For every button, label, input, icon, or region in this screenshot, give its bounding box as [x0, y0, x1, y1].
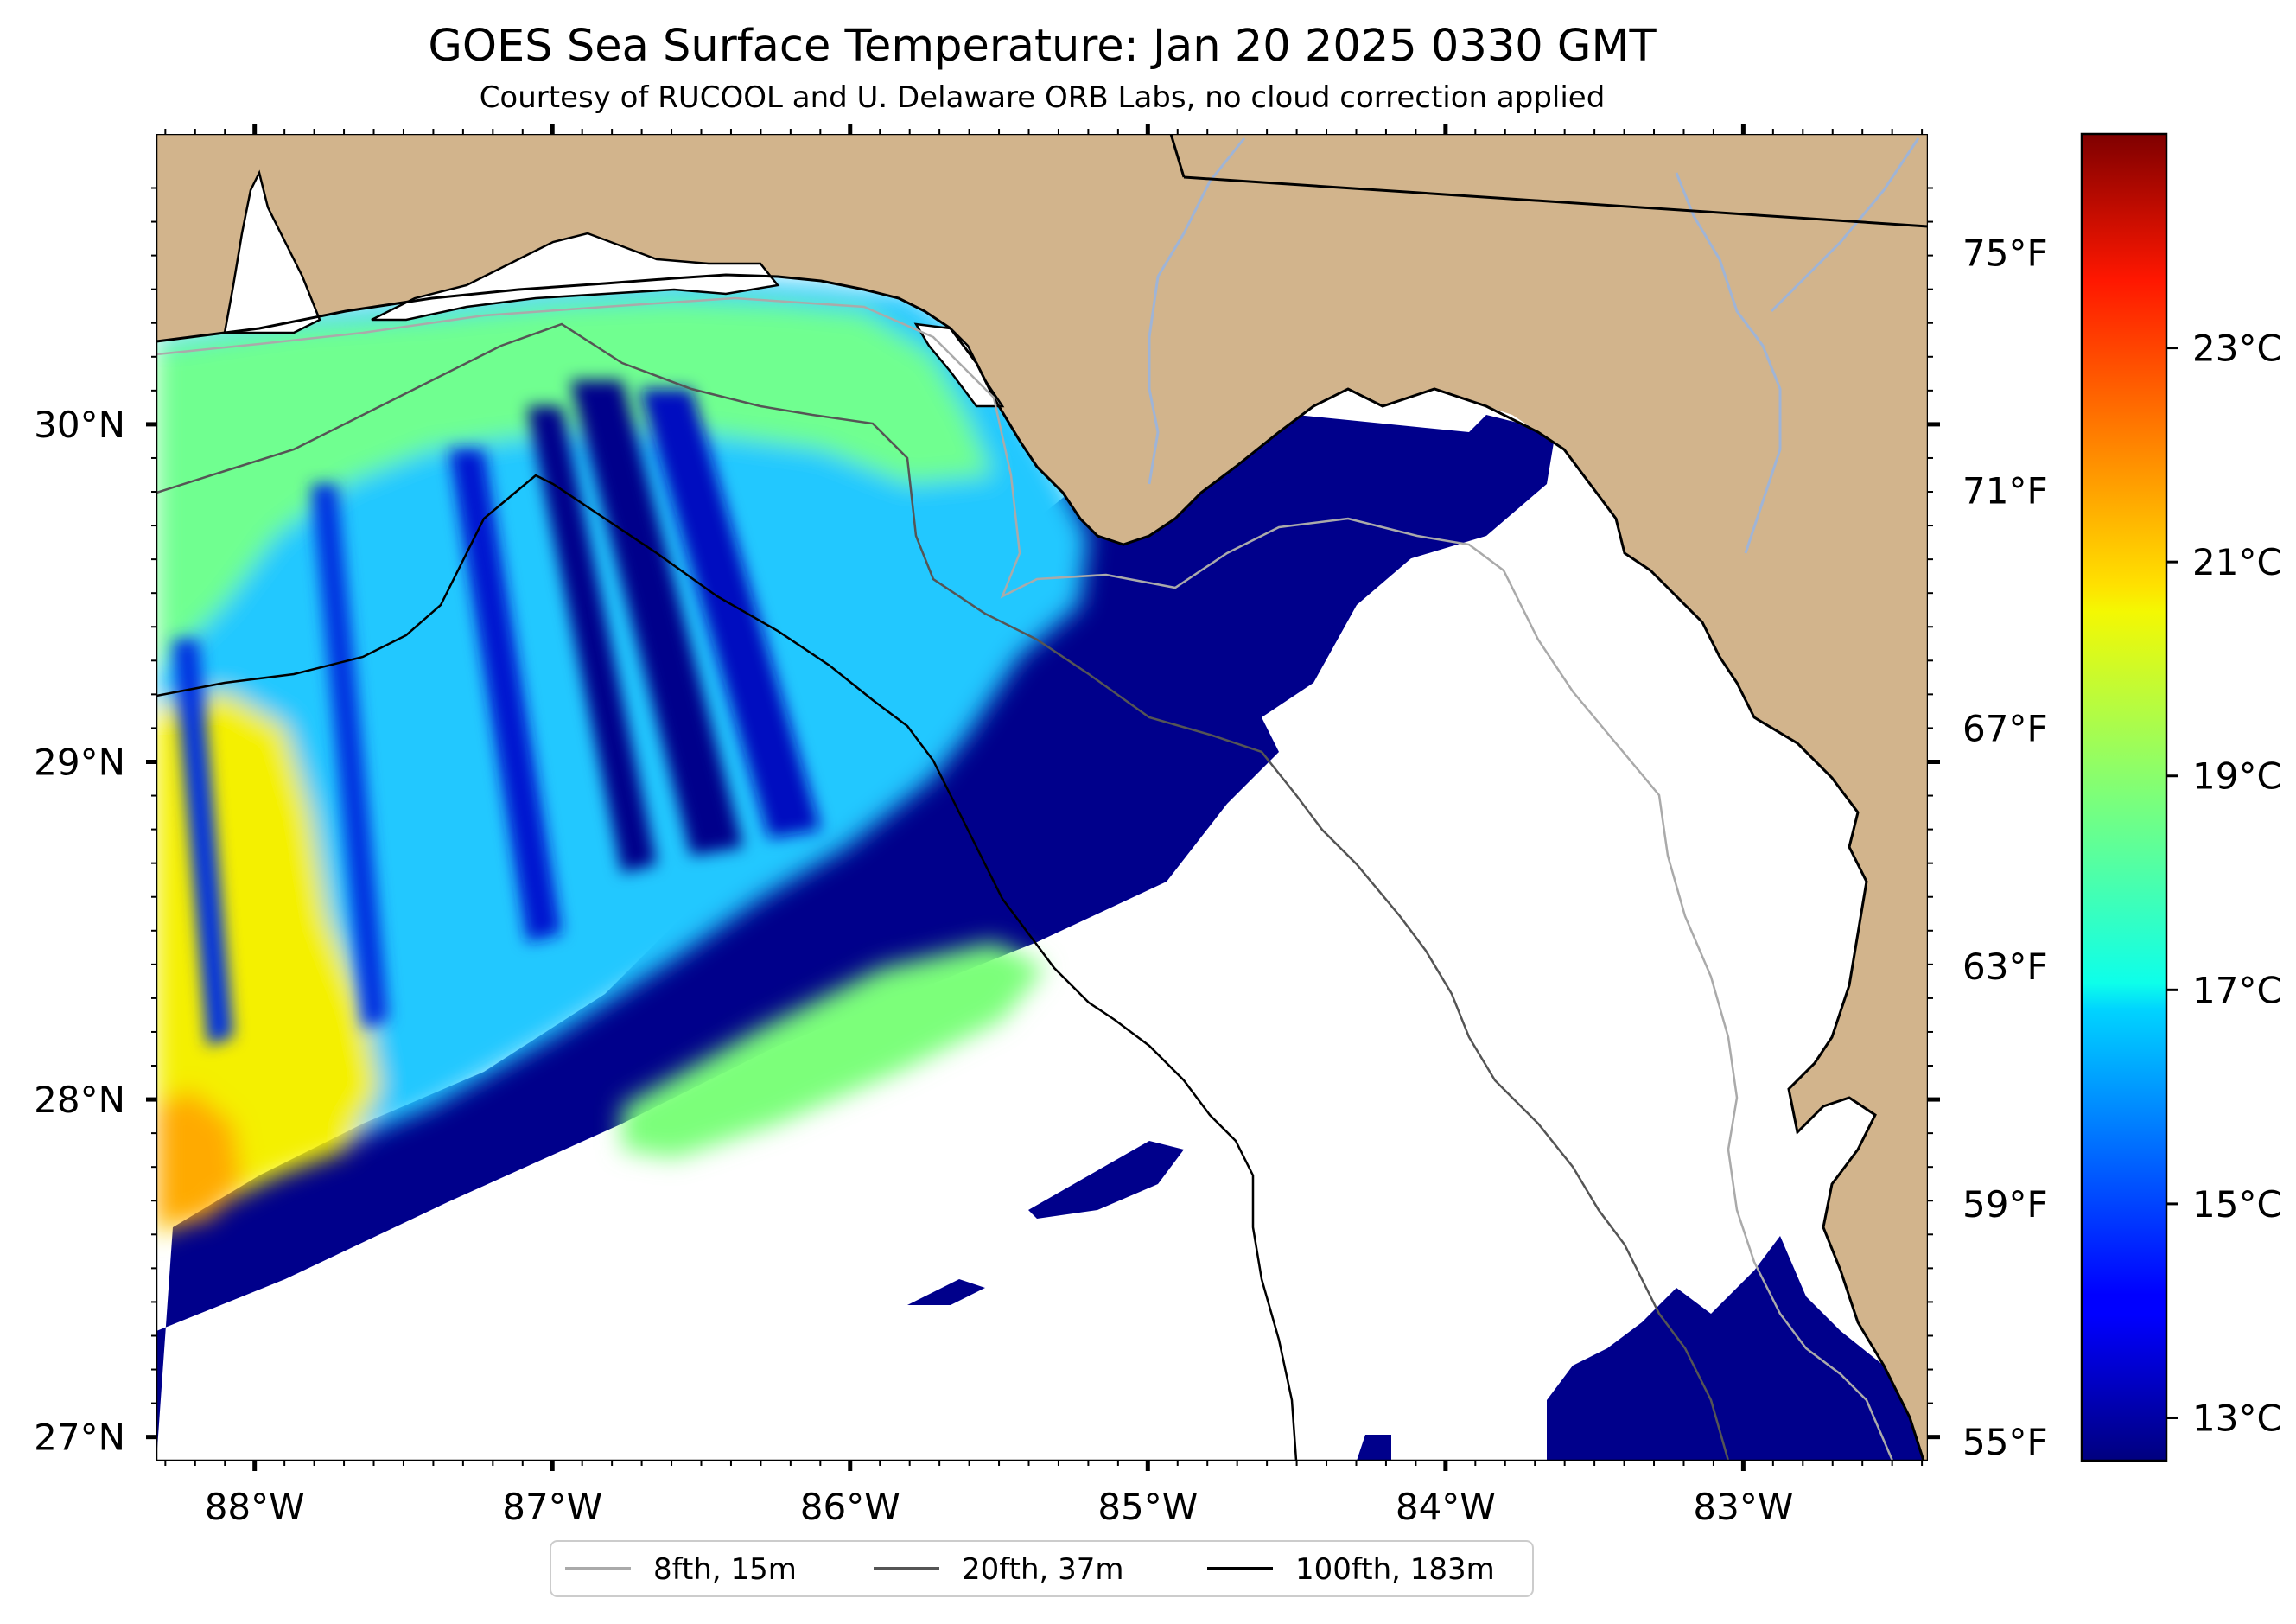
fahrenheit-tick-label: 55°F: [1962, 1421, 2048, 1463]
x-tick-label: 87°W: [502, 1486, 602, 1528]
colorbar-tick-label: 15°C: [2192, 1183, 2282, 1226]
isobath-100fth: [156, 474, 1298, 1461]
x-tick-label: 88°W: [205, 1486, 305, 1528]
sst-shelf-green: [156, 298, 994, 674]
sst-band-cold-4: [449, 449, 562, 942]
river-3: [1770, 137, 1920, 313]
legend-box: [550, 1540, 1534, 1597]
sst-band-cold-6: [173, 640, 233, 1046]
sst-cold-southeast: [1547, 1236, 1928, 1461]
colorbar-tick-label: 17°C: [2192, 969, 2282, 1011]
sst-cold-patch: [1028, 1141, 1184, 1219]
isobath-20fth: [156, 322, 1730, 1461]
x-tick-label: 84°W: [1396, 1486, 1496, 1528]
colorbar-tick-label: 13°C: [2192, 1397, 2282, 1439]
sst-band-cold-1: [527, 406, 657, 873]
legend-label: 100fth, 183m: [1295, 1552, 1495, 1587]
colorbar-ticks: 13°C 15°C 17°C 19°C 21°C 23°C: [2166, 328, 2282, 1439]
land-area: [156, 134, 1928, 1461]
y-tick-label: 30°N: [34, 404, 125, 446]
sst-cold-patch-3: [1357, 1435, 1391, 1461]
sst-shelf-orange: [156, 1089, 242, 1227]
x-tick-label: 86°W: [800, 1486, 900, 1528]
sst-plume-green: [622, 942, 1046, 1158]
inlet-water-1: [371, 232, 780, 322]
mobile-bay: [223, 169, 321, 334]
fahrenheit-tick-label: 59°F: [1962, 1183, 2048, 1226]
legend-label: 8fth, 15m: [653, 1552, 797, 1587]
fahrenheit-tick-label: 71°F: [1962, 470, 2048, 513]
state-border-al-fl: [1183, 175, 1928, 228]
isobath-legend: 8fth, 15m 20fth, 37m 100fth, 183m: [550, 1540, 1534, 1597]
y-tick-label: 29°N: [34, 741, 125, 783]
colorbar-tick-label: 21°C: [2192, 541, 2282, 583]
fahrenheit-tick-label: 75°F: [1962, 232, 2048, 275]
sst-cold-patch-2: [907, 1279, 985, 1305]
sst-band-cold-3: [639, 389, 821, 838]
x-tick-label: 85°W: [1097, 1486, 1198, 1528]
colorbar-tick-label: 23°C: [2192, 328, 2282, 370]
chart-title: GOES Sea Surface Temperature: Jan 20 202…: [428, 21, 1657, 72]
legend-label: 20fth, 37m: [962, 1552, 1124, 1587]
colorbar: 13°C 15°C 17°C 19°C 21°C 23°C: [2080, 132, 2282, 1462]
river-1: [1148, 137, 1246, 485]
fahrenheit-tick-label: 63°F: [1962, 946, 2048, 988]
y-tick-label: 28°N: [34, 1079, 125, 1121]
sst-cold-nearshore-east: [1020, 415, 1555, 942]
y-tick-label: 27°N: [34, 1417, 125, 1459]
chart-subtitle: Courtesy of RUCOOL and U. Delaware ORB L…: [480, 80, 1606, 115]
x-tick-label: 83°W: [1693, 1486, 1793, 1528]
sst-band-cold-5: [311, 484, 389, 1029]
isobath-8fth: [156, 296, 1894, 1461]
map-panel: [156, 134, 1928, 1461]
river-2: [1675, 172, 1782, 554]
state-border-al-fl-west: [1169, 134, 1186, 178]
colorbar-gradient: [2080, 132, 2168, 1462]
colorbar-tick-label: 19°C: [2192, 755, 2282, 798]
map-axes: 88°W 87°W 86°W 85°W 84°W 83°W 27°N 28°N 29°N 30°N…: [34, 124, 2048, 1528]
sst-band-cold-2: [570, 380, 743, 856]
fahrenheit-tick-label: 67°F: [1962, 708, 2048, 750]
coastline: [156, 273, 1925, 1461]
